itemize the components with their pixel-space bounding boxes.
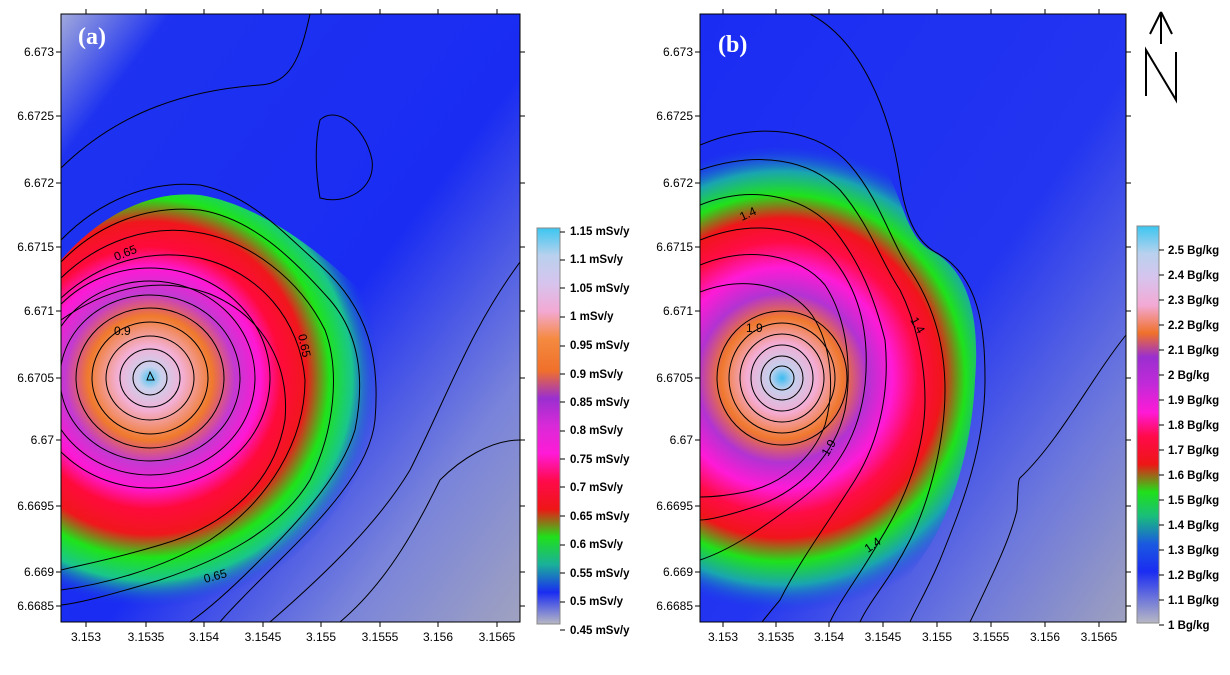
panel-a-map: 0.65 0.9 0.65 0.65: [61, 14, 520, 622]
y-tick-label: 6.673: [24, 45, 54, 59]
panel-a-tag: (a): [78, 24, 106, 50]
panel-b-legend: 2.5 Bg/kg 2.4 Bg/kg 2.3 Bg/kg 2.2 Bg/kg …: [1136, 225, 1219, 632]
legend-label: 2.2 Bg/kg: [1168, 320, 1219, 332]
x-tick-label: 3.153: [71, 630, 101, 644]
legend-label: 1.1 Bg/kg: [1168, 595, 1219, 607]
panel-a-frame: [60, 13, 521, 623]
legend-label: 1 mSv/y: [570, 311, 614, 323]
y-tick-label: 6.67: [670, 433, 694, 447]
legend-label: 2.5 Bg/kg: [1168, 245, 1219, 257]
y-tick-label: 6.6715: [656, 240, 693, 254]
x-tick-label: 3.1545: [245, 630, 282, 644]
legend-label: 2.1 Bg/kg: [1168, 345, 1219, 357]
legend-label: 1.15 mSv/y: [570, 226, 630, 238]
y-tick-label: 6.671: [663, 304, 693, 318]
legend-label: 2 Bg/kg: [1168, 370, 1210, 382]
x-tick-label: 3.1565: [479, 630, 516, 644]
legend-label: 2.4 Bg/kg: [1168, 270, 1219, 282]
x-tick-label: 3.1565: [1081, 630, 1118, 644]
legend-label: 0.8 mSv/y: [570, 425, 624, 437]
legend-label: 0.75 mSv/y: [570, 454, 630, 466]
legend-label: 0.6 mSv/y: [570, 539, 624, 551]
y-tick-label: 6.6725: [17, 109, 54, 123]
y-tick-label: 6.669: [663, 565, 693, 579]
legend-label: 0.5 mSv/y: [570, 596, 624, 608]
legend-label: 0.95 mSv/y: [570, 340, 630, 352]
legend-label: 1.6 Bg/kg: [1168, 470, 1219, 482]
legend-label: 0.65 mSv/y: [570, 511, 630, 523]
panel-a-x-axis: [85, 9, 498, 627]
contour-label: 1.4: [737, 204, 758, 224]
y-tick-label: 6.6695: [17, 499, 54, 513]
y-tick-label: 6.67: [31, 433, 55, 447]
legend-label: 0.55 mSv/y: [570, 568, 630, 580]
legend-label: 0.85 mSv/y: [570, 397, 630, 409]
panel-b-tag: (b): [718, 32, 747, 58]
panel-a: 0.65 0.9 0.65 0.65 (a) 6.673 6.6725 6.67…: [17, 9, 630, 644]
legend-label: 1.9 Bg/kg: [1168, 395, 1219, 407]
x-tick-label: 3.156: [1030, 630, 1060, 644]
panel-a-colorbar: [536, 227, 561, 625]
legend-label: 1.8 Bg/kg: [1168, 420, 1219, 432]
legend-label: 0.45 mSv/y: [570, 625, 630, 637]
panel-b-frame: [699, 13, 1127, 623]
legend-label: 0.7 mSv/y: [570, 482, 624, 494]
contour-label: 0.65: [202, 566, 228, 586]
x-tick-label: 3.1555: [973, 630, 1010, 644]
x-tick-label: 3.154: [189, 630, 219, 644]
y-tick-label: 6.6705: [17, 371, 54, 385]
legend-label: 2.3 Bg/kg: [1168, 295, 1219, 307]
legend-label: 1.1 mSv/y: [570, 254, 624, 266]
panel-b-y-axis: [695, 51, 1131, 607]
x-tick-label: 3.156: [423, 630, 453, 644]
x-tick-label: 3.154: [814, 630, 844, 644]
panel-a-contours: [61, 14, 520, 622]
legend-label: 1.05 mSv/y: [570, 283, 630, 295]
contour-label: 0.9: [114, 324, 131, 338]
x-tick-label: 3.1555: [362, 630, 399, 644]
y-tick-label: 6.6685: [656, 599, 693, 613]
y-tick-label: 6.673: [663, 45, 693, 59]
y-tick-label: 6.672: [24, 176, 54, 190]
y-tick-label: 6.6705: [656, 371, 693, 385]
panel-b-contour-labels: 1.4 1.9 1.4 1.9 1.4: [737, 204, 928, 556]
north-arrow-icon: [1145, 11, 1177, 104]
x-tick-label: 3.153: [708, 630, 738, 644]
y-tick-label: 6.6715: [17, 240, 54, 254]
y-tick-label: 6.669: [24, 565, 54, 579]
y-tick-label: 6.6695: [656, 499, 693, 513]
contour-label: 1.9: [746, 321, 763, 335]
legend-label: 0.9 mSv/y: [570, 369, 624, 381]
y-tick-label: 6.6685: [17, 599, 54, 613]
y-tick-label: 6.6725: [656, 109, 693, 123]
panel-a-legend: 1.15 mSv/y 1.1 mSv/y 1.05 mSv/y 1 mSv/y …: [536, 226, 630, 637]
panel-b-map: 1.4 1.9 1.4 1.9 1.4: [700, 14, 1126, 622]
x-tick-label: 3.1535: [128, 630, 165, 644]
panel-b: 1.4 1.9 1.4 1.9 1.4 (b) 6.673 6.6725 6: [656, 9, 1219, 644]
x-tick-label: 3.155: [306, 630, 336, 644]
x-tick-label: 3.1545: [865, 630, 902, 644]
legend-label: 1.2 Bg/kg: [1168, 570, 1219, 582]
legend-label: 1.7 Bg/kg: [1168, 445, 1219, 457]
panel-b-colorbar: [1136, 225, 1160, 624]
y-tick-label: 6.672: [663, 176, 693, 190]
x-tick-label: 3.155: [922, 630, 952, 644]
legend-label: 1.5 Bg/kg: [1168, 495, 1219, 507]
contour-label: 0.65: [295, 333, 314, 359]
x-tick-label: 3.1535: [758, 630, 795, 644]
panel-a-y-axis: [56, 51, 525, 607]
legend-label: 1 Bg/kg: [1168, 620, 1210, 632]
legend-label: 1.3 Bg/kg: [1168, 545, 1219, 557]
legend-label: 1.4 Bg/kg: [1168, 520, 1219, 532]
y-tick-label: 6.671: [24, 304, 54, 318]
panel-b-contours: [700, 14, 1126, 622]
panel-b-x-axis: [722, 9, 1100, 627]
